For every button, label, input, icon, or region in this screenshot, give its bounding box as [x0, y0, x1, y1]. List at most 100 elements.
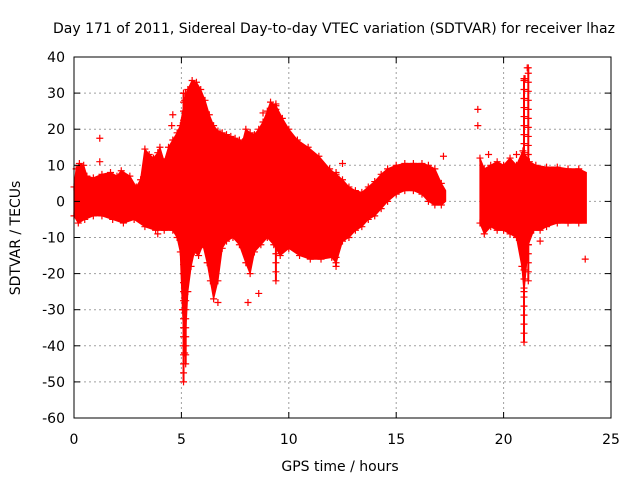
data-point [524, 196, 532, 204]
data-point [272, 214, 280, 222]
data-point [520, 329, 528, 337]
data-point [520, 85, 528, 93]
data-point [184, 288, 192, 296]
data-point [272, 223, 280, 231]
data-point [141, 223, 149, 231]
data-point [532, 161, 540, 169]
data-point [339, 176, 346, 184]
data-point [81, 215, 89, 223]
data-point [190, 248, 198, 256]
data-point-outlier [96, 134, 104, 142]
x-axis-label: GPS time / hours [281, 459, 398, 475]
data-point [182, 197, 190, 205]
data-point [156, 143, 164, 151]
data-point [437, 201, 445, 209]
data-point [524, 241, 532, 249]
data-point [371, 178, 379, 186]
data-point [182, 116, 190, 124]
data-point [229, 234, 237, 241]
data-point [109, 215, 117, 223]
data-point [141, 145, 149, 153]
data-point [500, 161, 508, 169]
data-point-outlier [244, 298, 252, 306]
data-point [520, 131, 528, 139]
data-point [263, 107, 271, 115]
data-point [520, 338, 528, 346]
data-point [182, 360, 190, 368]
data-point [272, 150, 280, 158]
data-point [543, 223, 551, 231]
data-point [524, 78, 532, 86]
data-point [476, 219, 484, 227]
data-point [520, 248, 528, 256]
data-point [137, 176, 145, 184]
data-point [278, 114, 286, 122]
data-point [520, 239, 528, 247]
data-point [272, 232, 280, 240]
data-point [524, 105, 532, 113]
data-point [182, 270, 190, 278]
data-point [520, 311, 528, 319]
data-point [306, 255, 314, 263]
data-point [524, 277, 532, 285]
data-point [518, 262, 526, 270]
data-point [553, 163, 561, 171]
data-point [154, 149, 162, 157]
data-point [182, 252, 190, 260]
data-point [431, 201, 439, 209]
data-point [285, 125, 293, 133]
data-point [205, 111, 213, 119]
data-point [401, 187, 409, 195]
data-point [520, 257, 528, 265]
data-point [117, 167, 125, 175]
data-point [203, 259, 211, 267]
data-point [227, 132, 235, 140]
data-point [250, 131, 258, 139]
data-point [364, 215, 372, 223]
data-point [182, 161, 190, 169]
data-point [487, 223, 495, 231]
data-point-outlier [581, 255, 589, 263]
data-point [512, 161, 520, 169]
data-point [181, 96, 189, 104]
data-point [520, 140, 528, 148]
y-tick-label: 20 [47, 122, 65, 138]
data-point [182, 261, 190, 269]
data-point [285, 244, 293, 252]
data-point-outlier [154, 230, 162, 238]
data-point [165, 143, 173, 151]
data-point [272, 141, 280, 149]
data-point [182, 170, 190, 178]
data-point [80, 161, 88, 169]
data-point [182, 279, 190, 287]
data-point [536, 226, 544, 234]
data-point [512, 234, 520, 241]
data-point [74, 219, 82, 227]
data-point [210, 122, 218, 130]
data-point [524, 96, 532, 104]
data-point [392, 161, 400, 169]
data-point [160, 158, 168, 166]
data-point [272, 178, 280, 186]
data-point [424, 161, 432, 169]
data-point [520, 104, 528, 112]
data-point [182, 134, 190, 142]
data-point [493, 226, 501, 234]
data-point [480, 165, 488, 173]
data-point [520, 203, 528, 211]
data-point-outlier [521, 75, 529, 83]
data-point [75, 159, 83, 167]
data-point [272, 169, 280, 177]
data-point [272, 277, 280, 285]
data-point [184, 85, 192, 93]
data-point [126, 172, 134, 180]
data-point-outlier [474, 105, 482, 113]
data-point [83, 172, 91, 180]
axes: -60 -50 -40 -30 -20 -10 0 10 20 30 40 0 5 10 15 20 25 [42, 50, 620, 448]
data-point [358, 223, 366, 231]
data-point [119, 219, 127, 227]
data-point [272, 205, 280, 213]
data-point [520, 194, 528, 202]
